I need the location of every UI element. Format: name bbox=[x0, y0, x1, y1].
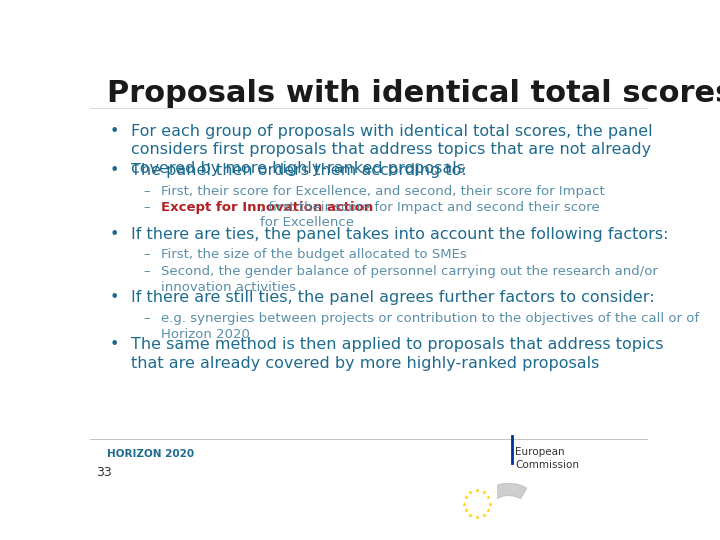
Text: First, their score for Excellence, and second, their score for Impact: First, their score for Excellence, and s… bbox=[161, 185, 606, 198]
Text: •: • bbox=[109, 124, 119, 139]
Text: –: – bbox=[143, 185, 150, 198]
Text: •: • bbox=[109, 290, 119, 305]
Text: First, the size of the budget allocated to SMEs: First, the size of the budget allocated … bbox=[161, 248, 467, 261]
Text: Second, the gender balance of personnel carrying out the research and/or
innovat: Second, the gender balance of personnel … bbox=[161, 265, 658, 294]
Text: •: • bbox=[109, 337, 119, 352]
Text: Proposals with identical total scores: Proposals with identical total scores bbox=[107, 79, 720, 109]
Text: European
Commission: European Commission bbox=[516, 447, 579, 470]
Text: HORIZON 2020: HORIZON 2020 bbox=[107, 449, 194, 460]
Text: For each group of proposals with identical total scores, the panel
considers fir: For each group of proposals with identic… bbox=[131, 124, 652, 176]
Text: –: – bbox=[143, 312, 150, 325]
Text: The same method is then applied to proposals that address topics
that are alread: The same method is then applied to propo… bbox=[131, 337, 663, 371]
Text: Except for Innovation action: Except for Innovation action bbox=[161, 201, 374, 214]
Wedge shape bbox=[491, 483, 526, 499]
Text: –: – bbox=[143, 201, 150, 214]
Text: –: – bbox=[143, 248, 150, 261]
Text: 33: 33 bbox=[96, 465, 112, 478]
Text: If there are ties, the panel takes into account the following factors:: If there are ties, the panel takes into … bbox=[131, 227, 668, 241]
Text: •: • bbox=[109, 227, 119, 241]
Text: If there are still ties, the panel agrees further factors to consider:: If there are still ties, the panel agree… bbox=[131, 290, 654, 305]
Text: , first their score for Impact and second their score
for Excellence: , first their score for Impact and secon… bbox=[260, 201, 600, 229]
Text: e.g. synergies between projects or contribution to the objectives of the call or: e.g. synergies between projects or contr… bbox=[161, 312, 700, 341]
Text: The panel then orders them according to:: The panel then orders them according to: bbox=[131, 163, 467, 178]
Text: •: • bbox=[109, 163, 119, 178]
Text: –: – bbox=[143, 265, 150, 278]
